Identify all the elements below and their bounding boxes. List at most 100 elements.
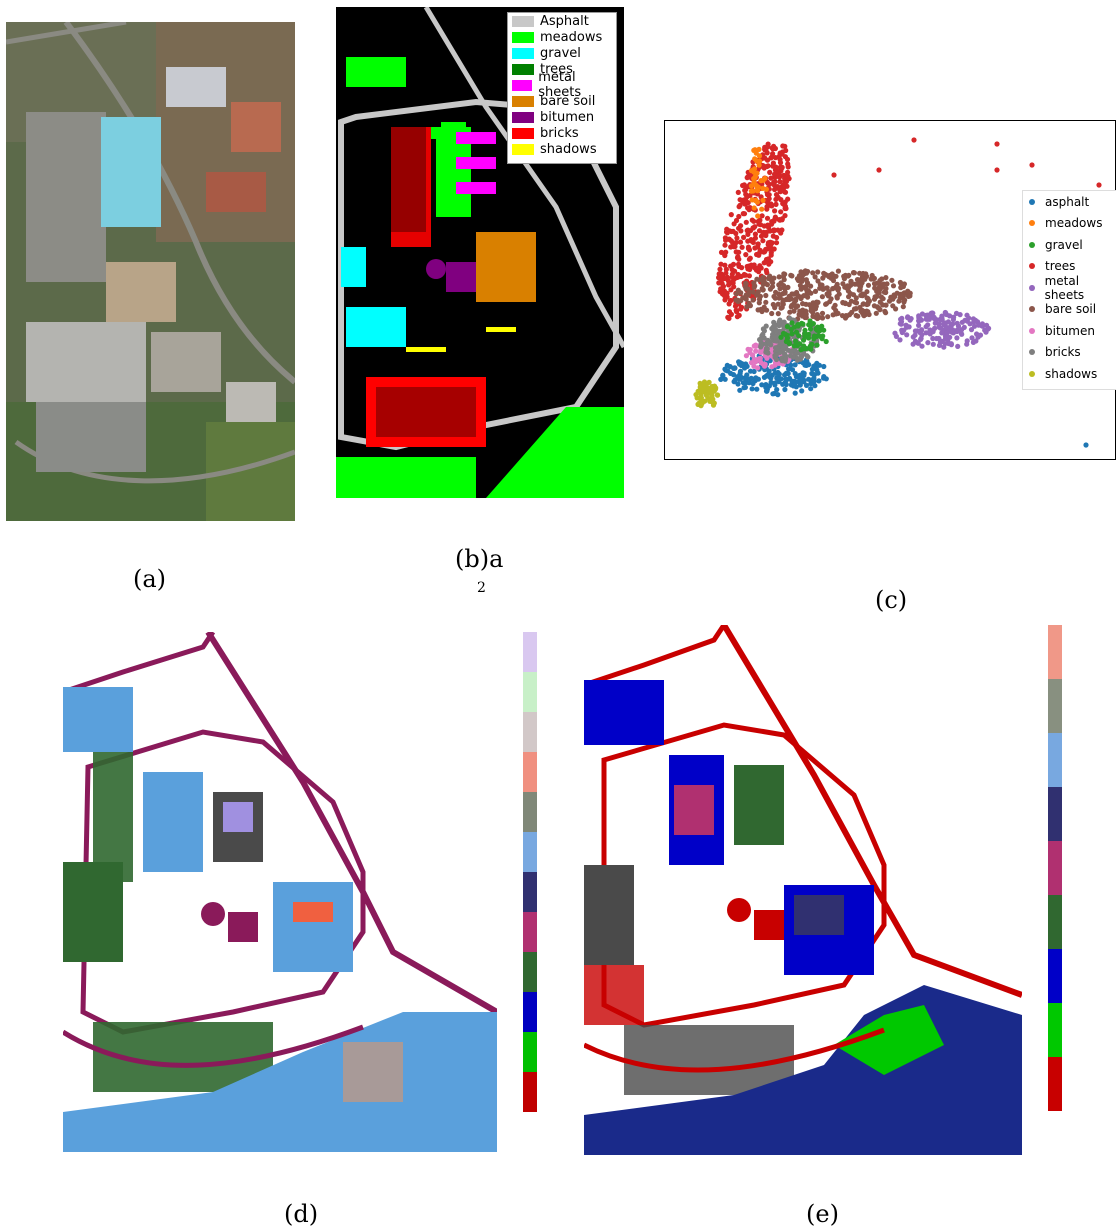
scatter-point-trees [735,189,741,195]
colorbar-segment [523,872,537,912]
scatter-point-trees [764,157,771,163]
gt-legend-item: gravel [508,45,616,61]
scatter-point-asphalt [774,375,780,381]
scatter-point-metal-sheets [942,341,948,347]
scatter-point-bare-soil [883,275,889,281]
scatter-point-trees [764,215,771,221]
scatter-point-trees [771,227,777,233]
gt-legend-label: bricks [540,125,579,141]
scatter-point-bare-soil [814,315,820,322]
scatter-point-trees [782,199,788,205]
scatter-point-gravel [815,332,822,339]
scatter-point-bricks [783,355,789,362]
scatter-point-bare-soil [852,299,858,305]
scatter-point-bare-soil [844,313,850,319]
scatter-point-gravel [807,345,813,351]
scatter-point-bricks [773,352,779,358]
scatter-point-trees [785,161,791,167]
scatter-point-metal-sheets [927,313,933,319]
scatter-point-meadows [752,197,759,204]
scatter-point-bare-soil [778,280,784,286]
scatter-point-asphalt [783,381,789,388]
scatter-point-bare-soil [760,274,766,280]
scatter-point-trees [745,244,752,250]
scatter-point-trees [758,233,765,239]
scatter-legend-item: trees [1023,256,1116,278]
scatter-point-trees [716,280,722,286]
scatter-point-metal-sheets [936,321,942,327]
scatter-point-bare-soil [803,277,809,283]
scatter-point-gravel [803,346,809,352]
scatter-point-trees [733,307,739,313]
scatter-point-trees [768,252,774,258]
scatter-point-asphalt [797,372,803,378]
gt-legend-swatch [512,63,534,75]
scatter-point-asphalt [803,382,810,388]
scatter-point-asphalt [761,374,767,380]
scatter-point-trees [739,265,745,271]
scatter-point-bare-soil [853,306,859,312]
scatter-point-metal-sheets [910,341,916,347]
scatter-point-trees [761,223,767,229]
scatter-point-metal-sheets [907,317,913,323]
scatter-point-asphalt [741,385,747,391]
scatter-point-asphalt [748,376,754,382]
scatter-point-bare-soil [880,302,886,308]
scatter-point-gravel [819,323,825,329]
scatter-point-gravel [789,331,795,337]
scatter-point-bare-soil [810,270,816,276]
scatter-point-bare-soil [832,273,838,279]
scatter-point-trees [747,255,753,261]
colorbar-segment [1048,733,1062,787]
scatter-point-bare-soil [857,286,863,293]
scatter-point-bare-soil [798,295,804,302]
scatter-point-asphalt [816,362,822,368]
scatter-point-trees [762,249,768,255]
scatter-point-asphalt [808,386,814,392]
scatter-point-bare-soil [746,289,752,295]
scatter-point-trees [781,172,787,178]
scatter-point-asphalt [737,368,744,374]
scatter-point-trees [764,191,771,197]
scatter-point-metal-sheets [897,337,903,343]
colorbar-segment [523,672,537,712]
scatter-point-bare-soil [861,292,867,298]
scatter-point-shadows [706,379,712,385]
scatter-point-trees-outlier [876,167,882,173]
scatter-point-trees [769,219,775,225]
scatter-point-bare-soil [846,284,852,290]
scatter-point-asphalt [786,366,792,372]
scatter-point-bare-soil [775,311,781,317]
scatter-point-trees-outlier [994,167,1000,173]
colorbar-segment [523,792,537,832]
scatter-point-trees [774,234,780,241]
scatter-point-bitumen [753,359,759,365]
scatter-point-bare-soil [880,296,886,302]
scatter-point-bare-soil [865,296,871,302]
scatter-point-asphalt [749,386,755,392]
scatter-legend-label: shadows [1045,366,1098,381]
scatter-point-meadows [760,185,766,191]
scatter-point-gravel [820,333,826,339]
scatter-point-asphalt [763,388,770,394]
scatter-point-bitumen [751,343,757,349]
scatter-point-asphalt [799,388,805,394]
scatter-point-bare-soil [902,297,908,303]
scatter-point-trees [784,156,791,162]
scatter-point-trees [773,201,779,207]
scatter-point-trees [767,169,773,175]
scatter-point-bare-soil [799,278,805,284]
scatter-point-asphalt [821,363,827,370]
scatter-point-trees [747,205,753,211]
scatter-point-bare-soil [830,277,837,284]
scatter-point-trees [724,226,730,232]
scatter-point-asphalt [737,387,743,393]
scatter-point-gravel [791,343,797,349]
gt-legend-item: bitumen [508,109,616,125]
scatter-point-trees [744,228,750,234]
scatter-point-asphalt [728,370,734,376]
scatter-point-trees [782,189,789,195]
scatter-point-gravel [821,327,827,333]
scatter-point-trees [778,209,784,215]
scatter-point-trees [722,262,728,268]
